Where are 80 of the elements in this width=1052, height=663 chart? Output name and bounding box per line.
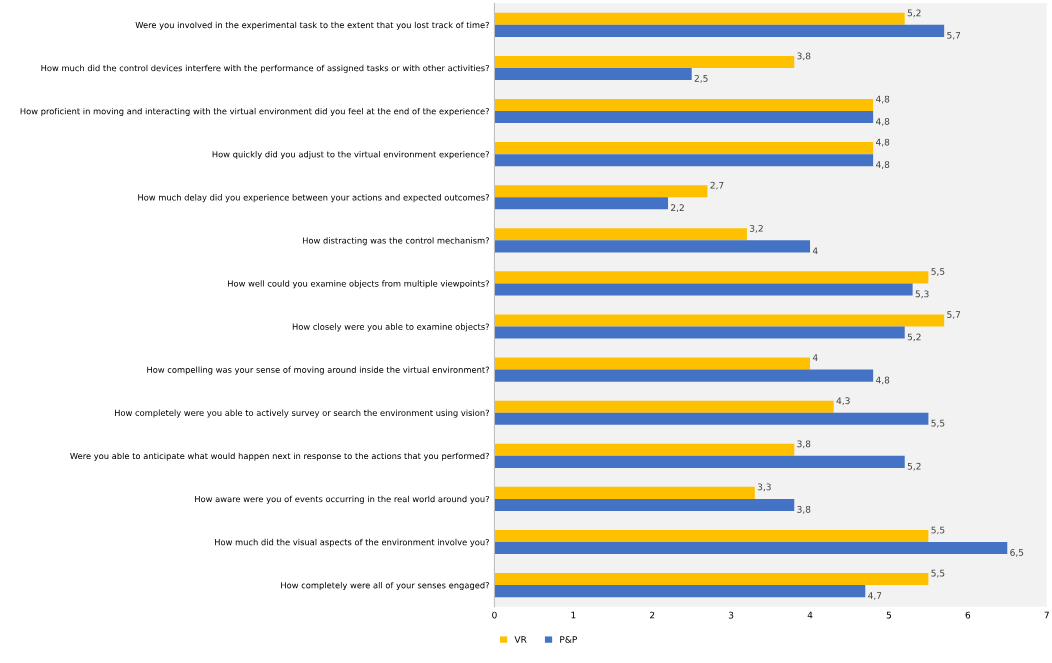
bar [494, 98, 874, 112]
bar [494, 55, 795, 68]
data-label: 2,2 [671, 204, 684, 212]
bar [494, 455, 905, 468]
data-label: 4,8 [875, 161, 890, 169]
x-tick-label: 2 [650, 611, 655, 619]
bar [494, 498, 795, 511]
data-label: 3,8 [797, 52, 811, 61]
y-tick-label: How much delay did you experience between your actions and expected outcomes? [138, 194, 489, 203]
bar [494, 24, 945, 37]
x-tick-label: 4 [807, 611, 813, 619]
data-label: 5,5 [931, 526, 945, 535]
data-label: 3,8 [797, 505, 811, 514]
bar [494, 314, 945, 327]
y-tick-label: Were you able to anticipate what would happen next in response to the actions that you performed? [70, 452, 489, 461]
data-label: 3,3 [757, 483, 771, 492]
data-label: 5,2 [907, 9, 921, 18]
y-tick-label: How aware were you of events occurring in the real world around you? [195, 495, 489, 504]
data-label: 5,5 [931, 268, 945, 276]
x-tick-label: 0 [492, 611, 497, 619]
data-label: 5,5 [931, 569, 945, 578]
bar [494, 283, 913, 296]
y-tick-label: How much did the visual aspects of the environment involve you? [215, 538, 489, 547]
bar [494, 154, 874, 167]
data-label: 5,7 [947, 31, 961, 40]
bar [494, 529, 929, 542]
data-label: 4,8 [875, 118, 890, 126]
data-label: 4,8 [875, 95, 890, 104]
bar [494, 400, 834, 413]
x-tick-label: 1 [571, 611, 576, 619]
legend-label: P&P [560, 636, 577, 643]
bar [494, 271, 929, 284]
data-label: 5,2 [907, 333, 921, 342]
legend-label: VR [514, 636, 527, 643]
data-label: 4,7 [868, 592, 882, 600]
bar [494, 585, 866, 598]
x-tick-label: 7 [1044, 611, 1049, 619]
data-label: 4,8 [875, 138, 890, 147]
bar [494, 142, 874, 155]
data-label: 5,7 [947, 311, 961, 319]
data-label: 4 [812, 247, 818, 255]
bar [494, 67, 692, 81]
y-tick-label: How well could you examine objects from multiple viewpoints? [228, 280, 489, 289]
data-label: 4,8 [875, 376, 890, 385]
bar [494, 573, 929, 586]
data-label: 5,5 [931, 419, 945, 428]
bar [494, 185, 708, 198]
y-tick-label: How distracting was the control mechanism? [302, 237, 489, 246]
bar [494, 542, 1008, 555]
y-tick-label: How compelling was your sense of moving around inside the virtual environment? [147, 366, 489, 375]
data-label: 6,5 [1010, 549, 1024, 557]
x-tick-label: 6 [965, 611, 971, 619]
data-label: 3,2 [749, 224, 763, 233]
data-label: 3,8 [797, 440, 811, 449]
bar [494, 326, 905, 339]
y-tick-label: How proficient in moving and interacting with the virtual environment did you feel at the end of the experience? [20, 107, 489, 116]
bar [494, 228, 747, 241]
y-tick-label: How quickly did you adjust to the virtual environment experience? [212, 150, 489, 160]
bar [494, 443, 795, 456]
bar [494, 486, 755, 499]
bar [494, 12, 905, 25]
data-label: 2,5 [694, 74, 708, 83]
y-tick-label: Were you involved in the experimental task to the extent that you lost track of time? [135, 21, 489, 30]
bar [494, 111, 874, 124]
data-label: 5,2 [907, 462, 921, 471]
y-tick-label: How completely were all of your senses engaged? [281, 581, 489, 590]
data-label: 4,3 [836, 397, 850, 406]
data-label: 5,3 [915, 290, 929, 299]
y-tick-label: How completely were you able to actively survey or search the environment using vision? [115, 409, 489, 418]
bar [494, 412, 929, 425]
x-tick-label: 5 [886, 611, 892, 619]
bar [494, 240, 811, 253]
bar [494, 357, 811, 370]
y-tick-label: How much did the control devices interfere with the performance of assigned tasks or with other activities? [41, 64, 489, 73]
data-label: 4 [812, 354, 818, 361]
bar [494, 369, 874, 382]
x-tick-label: 3 [728, 611, 734, 619]
bar [494, 197, 669, 210]
y-tick-label: How closely were you able to examine objects? [292, 323, 489, 332]
data-label: 2,7 [710, 181, 724, 190]
